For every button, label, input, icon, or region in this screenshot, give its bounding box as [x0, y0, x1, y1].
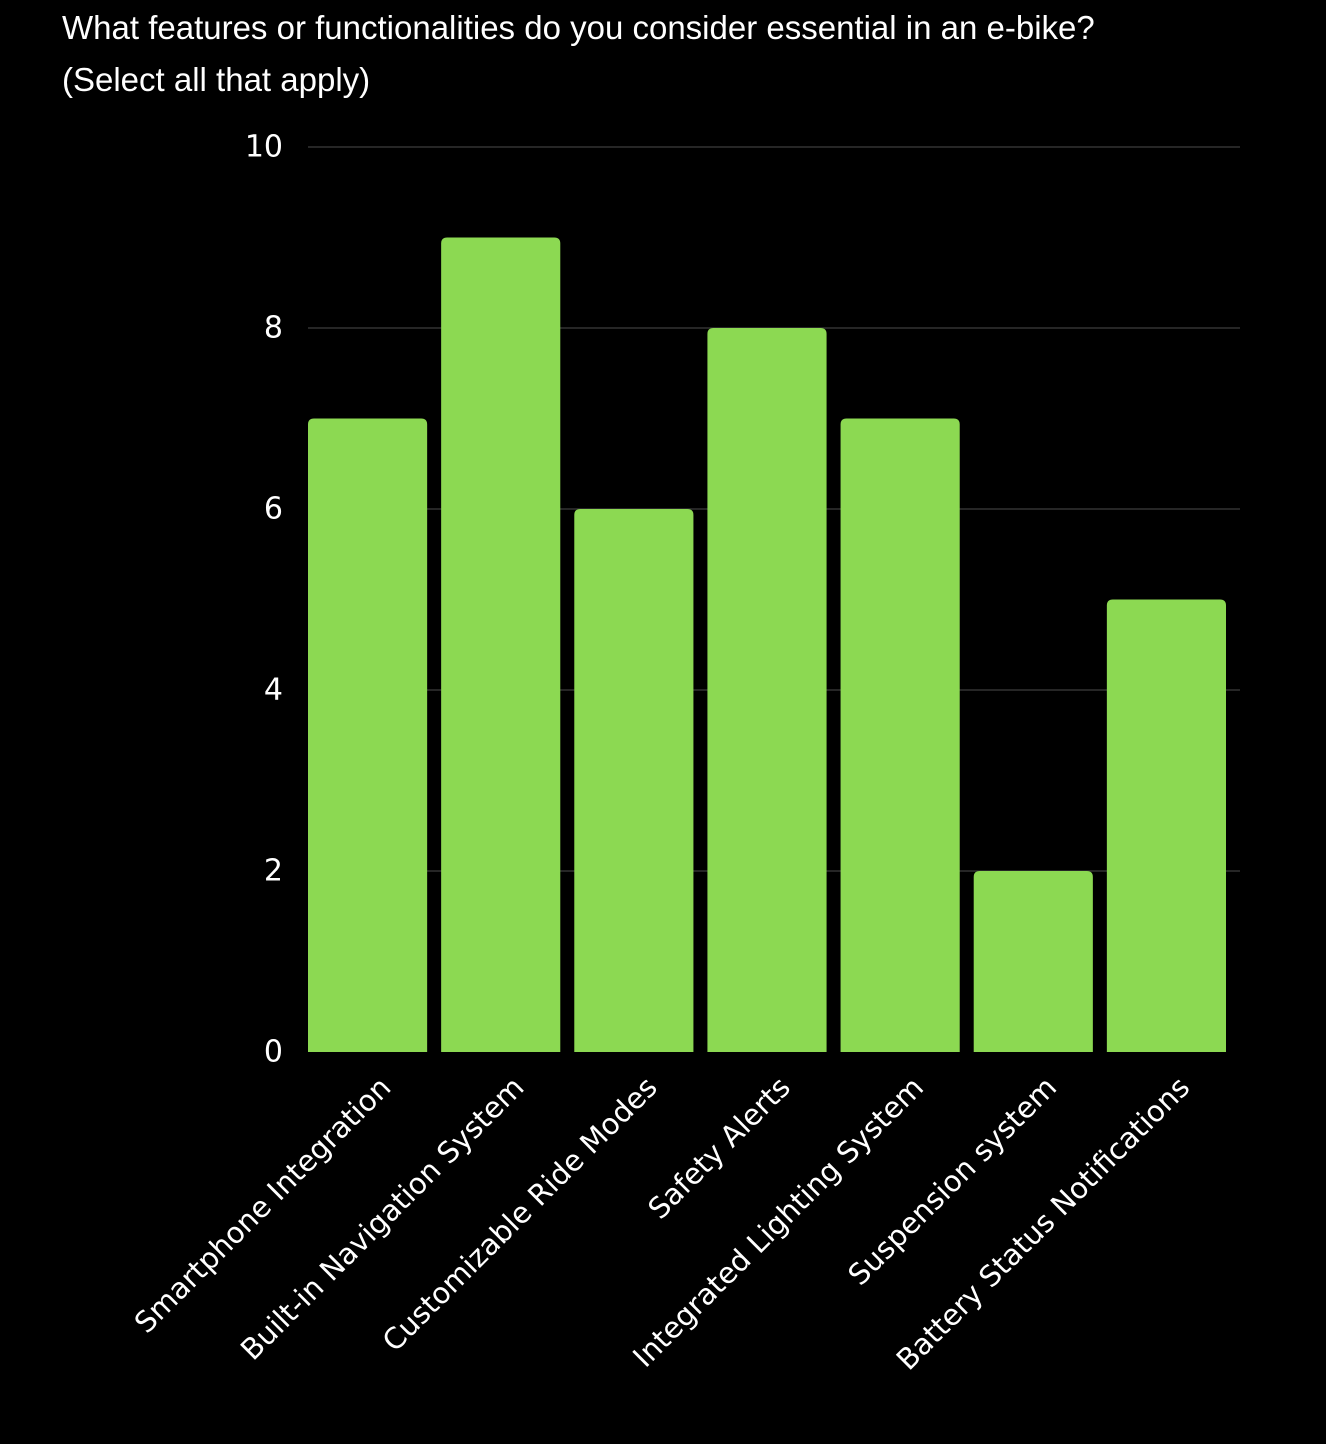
y-tick-label: 6 [264, 492, 283, 527]
bar [707, 328, 827, 1052]
bar [1106, 599, 1226, 1052]
bar [441, 237, 561, 1052]
bar [574, 509, 694, 1052]
y-tick-label: 10 [245, 130, 283, 165]
x-tick-label: Customizable Ride Modes [376, 1070, 664, 1358]
x-tick-label: Integrated Lighting System [626, 1070, 930, 1374]
chart-title-line: What features or functionalities do you … [62, 9, 1095, 46]
bars [308, 237, 1226, 1052]
x-tick-label: Battery Status Notifications [890, 1070, 1197, 1377]
chart-title: What features or functionalities do you … [62, 2, 1302, 106]
chart-subtitle: (Select all that apply) [62, 61, 371, 98]
y-tick-label: 0 [264, 1035, 283, 1070]
x-tick-label: Smartphone Integration [128, 1070, 398, 1340]
bar [840, 418, 960, 1052]
bar [308, 418, 428, 1052]
y-tick-label: 2 [264, 854, 283, 889]
y-axis-tick-labels: 0 2 4 6 8 10 [245, 130, 283, 1070]
y-tick-label: 8 [264, 311, 283, 346]
y-tick-label: 4 [264, 673, 283, 708]
bar [973, 871, 1093, 1052]
x-tick-label: Built-in Navigation System [234, 1070, 531, 1367]
